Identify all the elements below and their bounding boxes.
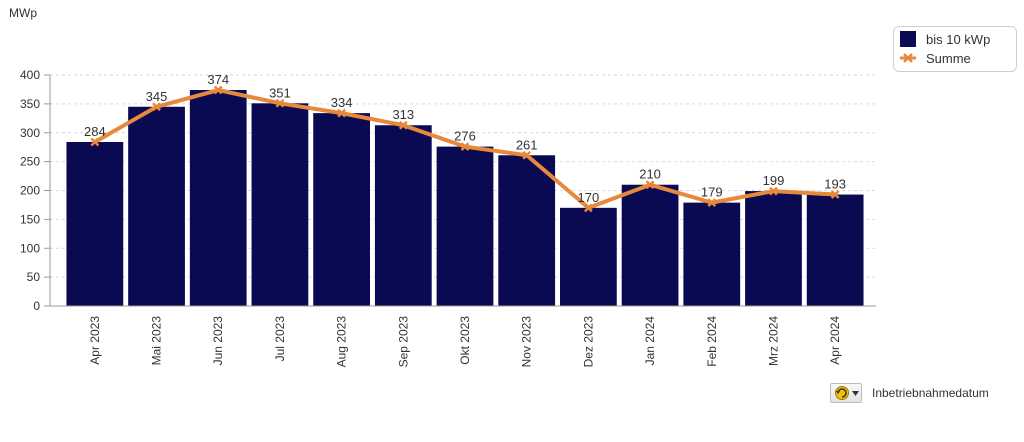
data-label: 276 — [454, 129, 476, 144]
data-label: 179 — [701, 185, 723, 200]
line-point[interactable] — [522, 150, 532, 160]
line-point[interactable] — [645, 180, 655, 190]
y-tick-label: 300 — [20, 126, 40, 140]
x-tick-label: Jun 2023 — [211, 316, 225, 366]
x-tick-label: Okt 2023 — [458, 316, 472, 365]
data-label: 284 — [84, 124, 106, 139]
x-tick-label: Feb 2024 — [705, 316, 719, 367]
y-tick-label: 100 — [20, 241, 40, 255]
bar-mai-2023[interactable] — [128, 106, 185, 306]
y-axis-unit-label: MWp — [9, 6, 37, 20]
y-tick-label: 150 — [20, 212, 40, 226]
line-point[interactable] — [769, 186, 778, 196]
data-label: 170 — [578, 190, 600, 205]
cycle-arrow-icon — [835, 386, 849, 400]
x-tick-label: Nov 2023 — [520, 316, 534, 368]
line-point[interactable] — [275, 98, 285, 108]
line-point[interactable] — [90, 137, 100, 147]
data-label: 193 — [824, 177, 846, 192]
x-tick-label: Mrz 2024 — [766, 316, 780, 366]
x-axis-dimension-label: Inbetriebnahmedatum — [872, 386, 989, 400]
bar-sep-2023[interactable] — [374, 125, 432, 307]
x-tick-label: Apr 2024 — [828, 316, 842, 365]
data-label: 374 — [207, 72, 229, 87]
bar-mrz-2024[interactable] — [745, 191, 802, 306]
legend-bar-swatch — [900, 31, 916, 47]
x-tick-label: Jan 2024 — [643, 316, 657, 366]
data-label: 199 — [763, 173, 785, 188]
x-tick-label: Mai 2023 — [150, 316, 164, 366]
legend-label-line: Summe — [926, 50, 971, 66]
legend-item-bis-10-kwp[interactable]: bis 10 kWp — [900, 30, 990, 48]
chevron-down-icon — [852, 390, 859, 396]
data-label: 334 — [331, 95, 353, 110]
data-label: 210 — [639, 167, 661, 182]
y-tick-label: 250 — [20, 155, 40, 169]
y-tick-label: 400 — [20, 68, 40, 82]
line-point[interactable] — [584, 203, 593, 213]
x-tick-label: Jul 2023 — [273, 316, 287, 362]
sort-dropdown-button[interactable] — [830, 383, 862, 403]
x-tick-label: Apr 2023 — [88, 316, 102, 365]
y-tick-label: 200 — [20, 184, 40, 198]
line-point[interactable] — [830, 190, 840, 199]
y-tick-label: 0 — [33, 299, 40, 313]
line-point[interactable] — [398, 120, 408, 130]
bar-aug-2023[interactable] — [313, 113, 370, 307]
bar-feb-2024[interactable] — [683, 202, 741, 306]
x-tick-label: Sep 2023 — [396, 316, 410, 368]
bar-okt-2023[interactable] — [436, 146, 494, 306]
line-point[interactable] — [337, 108, 346, 118]
x-tick-label: Dez 2023 — [581, 316, 595, 368]
data-label: 313 — [392, 107, 414, 122]
bar-dez-2023[interactable] — [560, 207, 617, 306]
y-tick-label: 350 — [20, 97, 40, 111]
footer: Inbetriebnahmedatum — [830, 382, 989, 404]
legend-item-summe[interactable]: Summe — [900, 49, 971, 67]
legend[interactable]: bis 10 kWp Summe — [893, 26, 1017, 72]
line-point[interactable] — [707, 198, 717, 208]
bar-nov-2023[interactable] — [498, 155, 556, 306]
data-label: 351 — [269, 85, 291, 100]
y-tick-label: 50 — [27, 270, 41, 284]
line-point[interactable] — [460, 142, 470, 151]
legend-line-swatch — [900, 50, 916, 66]
bar-jan-2024[interactable] — [621, 184, 679, 306]
data-label: 345 — [146, 89, 168, 104]
x-tick-label: Aug 2023 — [335, 316, 349, 368]
legend-label-bar: bis 10 kWp — [926, 31, 991, 47]
data-label: 261 — [516, 137, 538, 152]
bar-apr-2023[interactable] — [66, 141, 124, 306]
bar-jun-2023[interactable] — [189, 90, 247, 306]
bar-jul-2023[interactable] — [251, 103, 309, 306]
bar-apr-2024[interactable] — [806, 194, 864, 306]
line-point[interactable] — [152, 102, 161, 112]
line-point[interactable] — [213, 85, 223, 95]
